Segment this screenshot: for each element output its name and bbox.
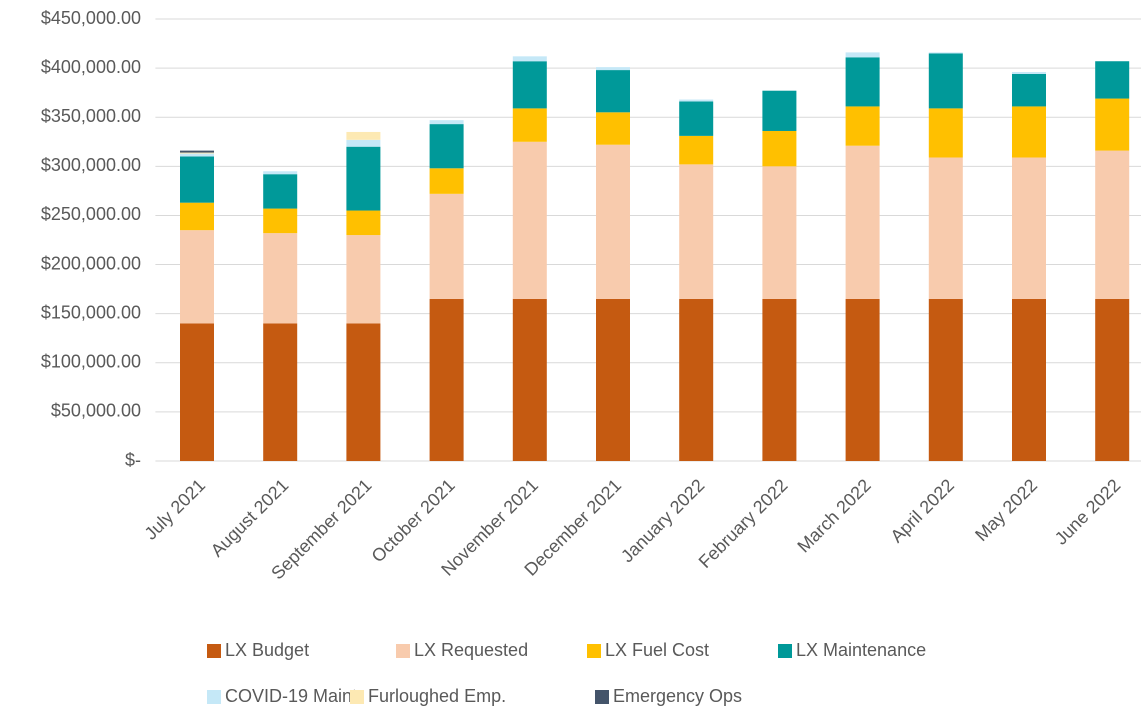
- bar-segment: [512, 108, 547, 142]
- bar-segment: [762, 166, 797, 299]
- bar-segment: [1012, 157, 1046, 299]
- bar-segment: [180, 230, 214, 324]
- bar-segment: [263, 208, 298, 234]
- bar-segment: [346, 235, 381, 324]
- bar-segment: [429, 193, 464, 299]
- bar-segment: [1095, 150, 1130, 299]
- y-tick-label: $350,000.00: [41, 106, 141, 126]
- legend-swatch: [778, 644, 792, 658]
- bar-segment: [429, 168, 464, 194]
- y-tick-label: $50,000.00: [51, 401, 141, 421]
- bar-segment: [928, 298, 963, 461]
- bar-segment: [180, 202, 214, 231]
- bar-segment: [762, 130, 797, 167]
- x-tick-label: March 2022: [793, 475, 874, 556]
- bar-segment: [346, 131, 381, 140]
- bar-segment: [596, 298, 630, 461]
- bar-segment: [679, 99, 714, 102]
- bar-segment: [429, 124, 464, 169]
- bar-segment: [1012, 298, 1046, 461]
- legend-label: LX Maintenance: [796, 640, 926, 660]
- bar-segment: [1095, 61, 1130, 99]
- legend-swatch: [587, 644, 601, 658]
- bar-segment: [512, 61, 547, 109]
- bar-segment: [512, 141, 547, 299]
- bar-segment: [928, 157, 963, 299]
- legend-label: LX Budget: [225, 640, 309, 660]
- bar-segment: [346, 146, 381, 211]
- legend-label: LX Requested: [414, 640, 528, 660]
- bar-segment: [512, 298, 547, 461]
- bar-segment: [346, 210, 381, 236]
- bar-segment: [679, 164, 714, 299]
- legend-label: LX Fuel Cost: [605, 640, 709, 660]
- bar-segment: [596, 112, 630, 145]
- bar-segment: [596, 144, 630, 299]
- x-tick-label: June 2022: [1051, 475, 1125, 549]
- bar-segment: [180, 152, 214, 154]
- bar-segment: [180, 323, 214, 461]
- y-tick-label: $150,000.00: [41, 302, 141, 322]
- bar-segment: [928, 52, 963, 54]
- bar-segment: [346, 139, 381, 147]
- y-tick-label: $400,000.00: [41, 57, 141, 77]
- x-tick-label: April 2022: [887, 475, 958, 546]
- bar-segment: [429, 120, 464, 125]
- bar-segment: [679, 135, 714, 165]
- bar-segment: [263, 174, 298, 209]
- bar-segment: [263, 233, 298, 324]
- bar-segment: [1095, 98, 1130, 151]
- bar-segment: [1012, 72, 1046, 75]
- bar-segment: [845, 106, 880, 146]
- legend-swatch: [207, 644, 221, 658]
- y-tick-label: $-: [125, 450, 141, 470]
- bar-segment: [1012, 106, 1046, 158]
- bar-segment: [762, 90, 797, 131]
- bar-segment: [180, 150, 214, 153]
- bar-segment: [346, 323, 381, 461]
- y-tick-label: $250,000.00: [41, 204, 141, 224]
- x-tick-label: January 2022: [617, 475, 708, 566]
- bar-segment: [928, 53, 963, 109]
- bar-segment: [180, 153, 214, 157]
- bar-segment: [679, 298, 714, 461]
- legend-swatch: [350, 690, 364, 704]
- bar-segment: [845, 57, 880, 107]
- bar-segment: [762, 298, 797, 461]
- x-tick-label: October 2021: [368, 475, 459, 566]
- y-tick-label: $200,000.00: [41, 253, 141, 273]
- bar-segment: [180, 156, 214, 203]
- legend-swatch: [595, 690, 609, 704]
- bar-segment: [512, 56, 547, 62]
- bar-segment: [928, 108, 963, 158]
- legend-label: Emergency Ops: [613, 686, 742, 706]
- bar-segment: [1012, 74, 1046, 107]
- bar-segment: [596, 70, 630, 113]
- bar-segment: [429, 298, 464, 461]
- legend-label: COVID-19 Maint.: [225, 686, 362, 706]
- legend-label: Furloughed Emp.: [368, 686, 506, 706]
- x-tick-label: February 2022: [695, 475, 792, 572]
- y-tick-label: $300,000.00: [41, 155, 141, 175]
- y-tick-label: $100,000.00: [41, 352, 141, 372]
- bar-segment: [263, 171, 298, 175]
- bar-segment: [845, 52, 880, 58]
- legend-swatch: [207, 690, 221, 704]
- bar-segment: [679, 101, 714, 136]
- bar-segment: [845, 298, 880, 461]
- x-tick-label: May 2022: [971, 475, 1041, 545]
- y-tick-label: $450,000.00: [41, 8, 141, 28]
- bar-segment: [1095, 298, 1130, 461]
- x-tick-label: July 2021: [141, 475, 210, 544]
- bar-segment: [263, 323, 298, 461]
- bar-segment: [596, 67, 630, 71]
- bar-segment: [845, 145, 880, 299]
- legend-swatch: [396, 644, 410, 658]
- x-tick-label: August 2021: [207, 475, 293, 561]
